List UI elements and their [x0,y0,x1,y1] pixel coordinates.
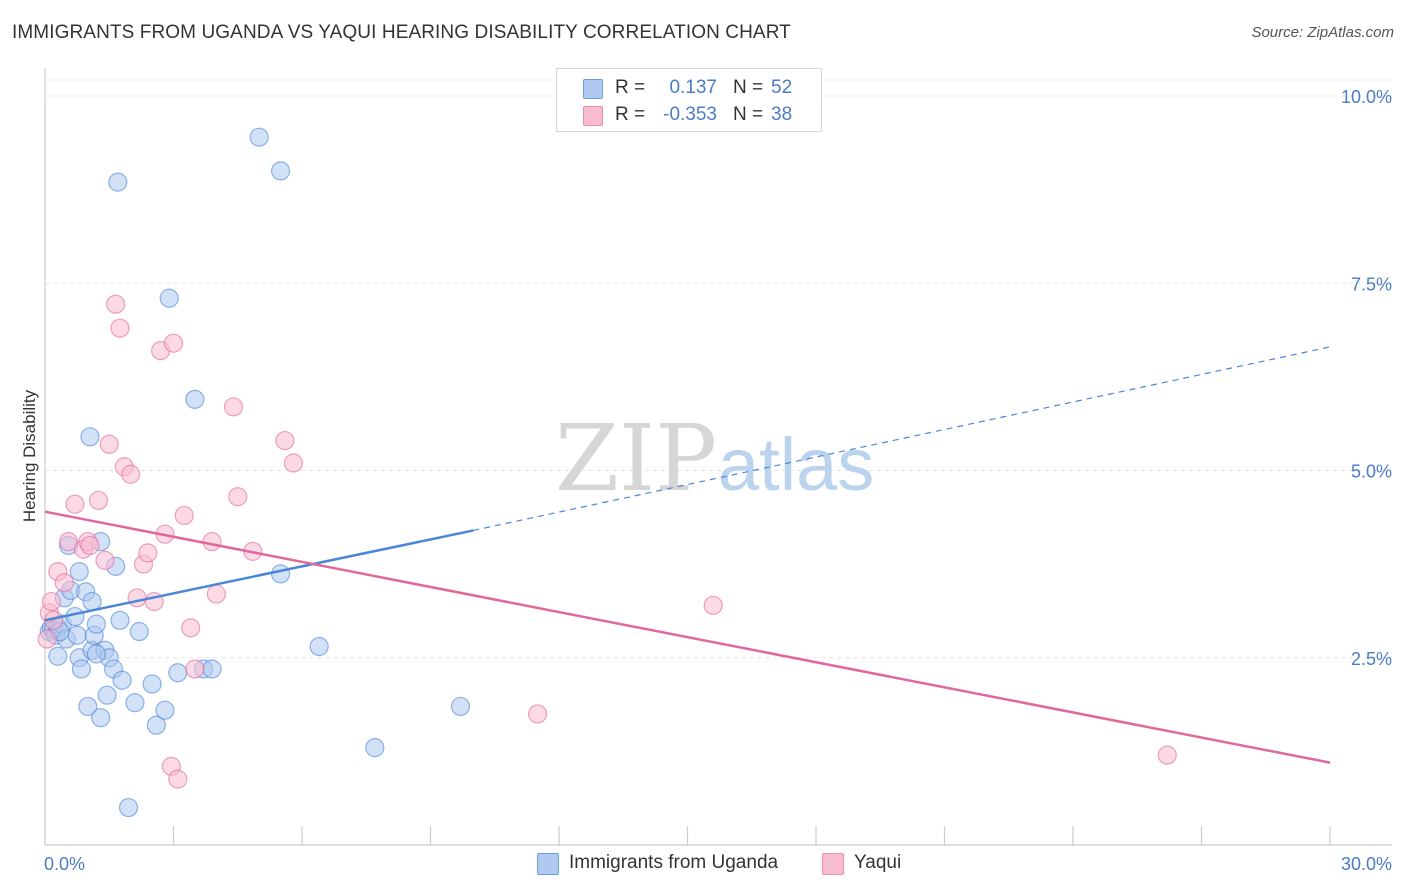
legend-r-label: R = [615,77,646,98]
yaqui-point [43,610,64,630]
legend-n-label: N = [733,77,764,98]
yaqui-point [37,629,57,649]
uganda-point [86,644,107,664]
yaqui-point [65,494,85,514]
yaqui-point [174,505,194,526]
uganda-point [112,670,132,690]
uganda-point [67,625,87,645]
uganda-point [91,708,111,728]
yaqui-point [275,430,295,451]
bottom-legend-swatch-yaqui [822,853,844,875]
legend-r-value: 0.137 [669,77,717,98]
uganda-point [97,685,117,705]
uganda-point [110,610,130,630]
yaqui-point [99,434,119,454]
bottom-legend-label: Immigrants from Uganda [569,852,779,873]
yaqui-point [41,591,62,612]
trend-lines [44,346,1331,764]
legend-swatch-yaqui [583,106,603,126]
legend-n-value: 52 [771,77,793,98]
yaqui-point [110,318,130,338]
uganda-point [80,427,100,447]
yaqui-point [1157,745,1177,765]
yaqui-point [202,532,222,552]
uganda-point [270,161,291,181]
yaqui-point [206,584,226,604]
y-tick-label: 10.0% [1341,87,1392,107]
uganda-point [450,696,471,717]
watermark-zip: ZIP [555,405,717,512]
uganda-point [309,636,329,657]
source-label: Source: ZipAtlas.com [1251,24,1394,41]
uganda-point [69,562,89,582]
yaqui-point [138,543,158,563]
yaqui-point [527,704,548,724]
uganda-point [48,646,68,666]
yaqui-point [168,769,188,789]
yaqui-point [228,487,248,507]
uganda-point [129,621,149,642]
y-tick-label: 5.0% [1351,462,1392,482]
yaqui-point [223,397,244,417]
uganda-point [86,614,107,634]
yaqui-point [181,618,201,638]
legend-row-yaqui: R = -0.353 N = 38 [557,102,821,128]
uganda-point [146,715,166,735]
yaqui-point [54,573,74,593]
uganda-point [71,659,92,679]
legend-n-value: 38 [771,104,793,125]
legend-row-uganda: R = 0.137 N = 52 [557,75,821,101]
legend-r-label: R = [615,104,646,125]
y-tick-label: 7.5% [1351,274,1392,294]
legend-r-value: -0.353 [663,104,717,125]
yaqui-point [80,535,100,556]
uganda-point [118,797,139,818]
legend-swatch-uganda [583,79,603,99]
grid-lines [45,79,1392,659]
x-tick-label: 0.0% [44,854,85,874]
yaqui-point [185,659,205,679]
yaqui-point [106,294,126,314]
chart-title: IMMIGRANTS FROM UGANDA VS YAQUI HEARING … [12,22,791,43]
yaqui-trend-line [44,510,1331,764]
legend-n-label: N = [733,104,764,125]
uganda-point [270,564,291,584]
uganda-point [202,659,222,679]
uganda-point [142,674,162,694]
yaqui-point [703,595,723,615]
stats-legend: R = 0.137 N = 52 R = -0.353 N = 38 [556,68,822,132]
yaqui-point [95,550,115,570]
data-points [37,127,1177,818]
uganda-point [365,738,385,758]
uganda-trend-extension [473,346,1331,532]
uganda-point [168,663,188,683]
uganda-point [78,696,98,717]
watermark-atlas: atlas [718,423,874,506]
yaqui-point [88,490,109,511]
uganda-point [108,172,128,192]
uganda-point [159,288,179,308]
uganda-point [125,693,145,713]
uganda-point [249,127,269,147]
bottom-legend-label: Yaqui [854,852,902,873]
yaqui-point [163,333,184,353]
yaqui-point [127,588,147,608]
bottom-legend-swatch-uganda [537,853,559,875]
axes [44,68,1392,846]
uganda-point [185,389,205,409]
yaqui-point [121,464,141,484]
yaqui-point [283,453,304,473]
y-tick-label: 2.5% [1351,649,1392,669]
uganda-point [155,700,175,720]
tick-labels: 2.5% 5.0% 7.5% 10.0% 0.0% 30.0% [44,87,1392,874]
uganda-trend-line [44,529,474,622]
x-tick-label: 30.0% [1341,854,1392,874]
